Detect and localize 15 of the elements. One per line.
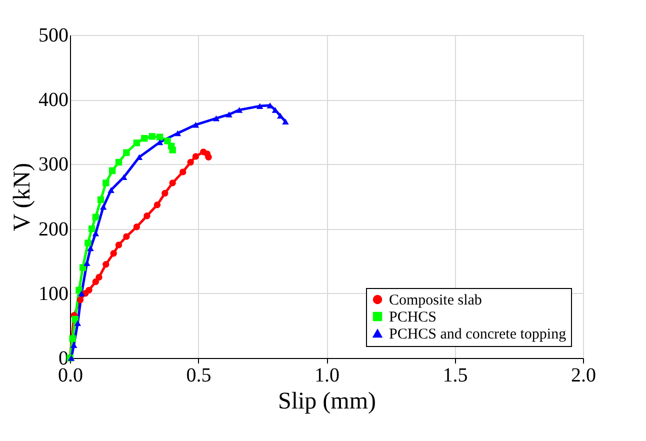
y-axis-title: V (kN) bbox=[10, 162, 36, 232]
x-tick-label: 1.5 bbox=[442, 364, 468, 386]
y-tick-label: 200 bbox=[38, 218, 68, 240]
x-tick-label: 2.0 bbox=[571, 364, 596, 386]
y-tick-label: 300 bbox=[38, 154, 68, 176]
y-tick-label: 100 bbox=[38, 282, 68, 305]
y-tick-label: 500 bbox=[38, 24, 68, 46]
legend-label: Composite slab bbox=[389, 292, 482, 308]
x-tick-label: 0.0 bbox=[58, 364, 83, 386]
legend-label: PCHCS bbox=[389, 310, 437, 326]
x-axis-title: Slip (mm) bbox=[278, 388, 376, 414]
x-tick-label: 0.5 bbox=[186, 364, 212, 386]
y-tick-label: 400 bbox=[38, 89, 68, 112]
x-tick-label: 1.0 bbox=[314, 364, 340, 386]
legend-label: PCHCS and concrete topping bbox=[389, 326, 567, 342]
